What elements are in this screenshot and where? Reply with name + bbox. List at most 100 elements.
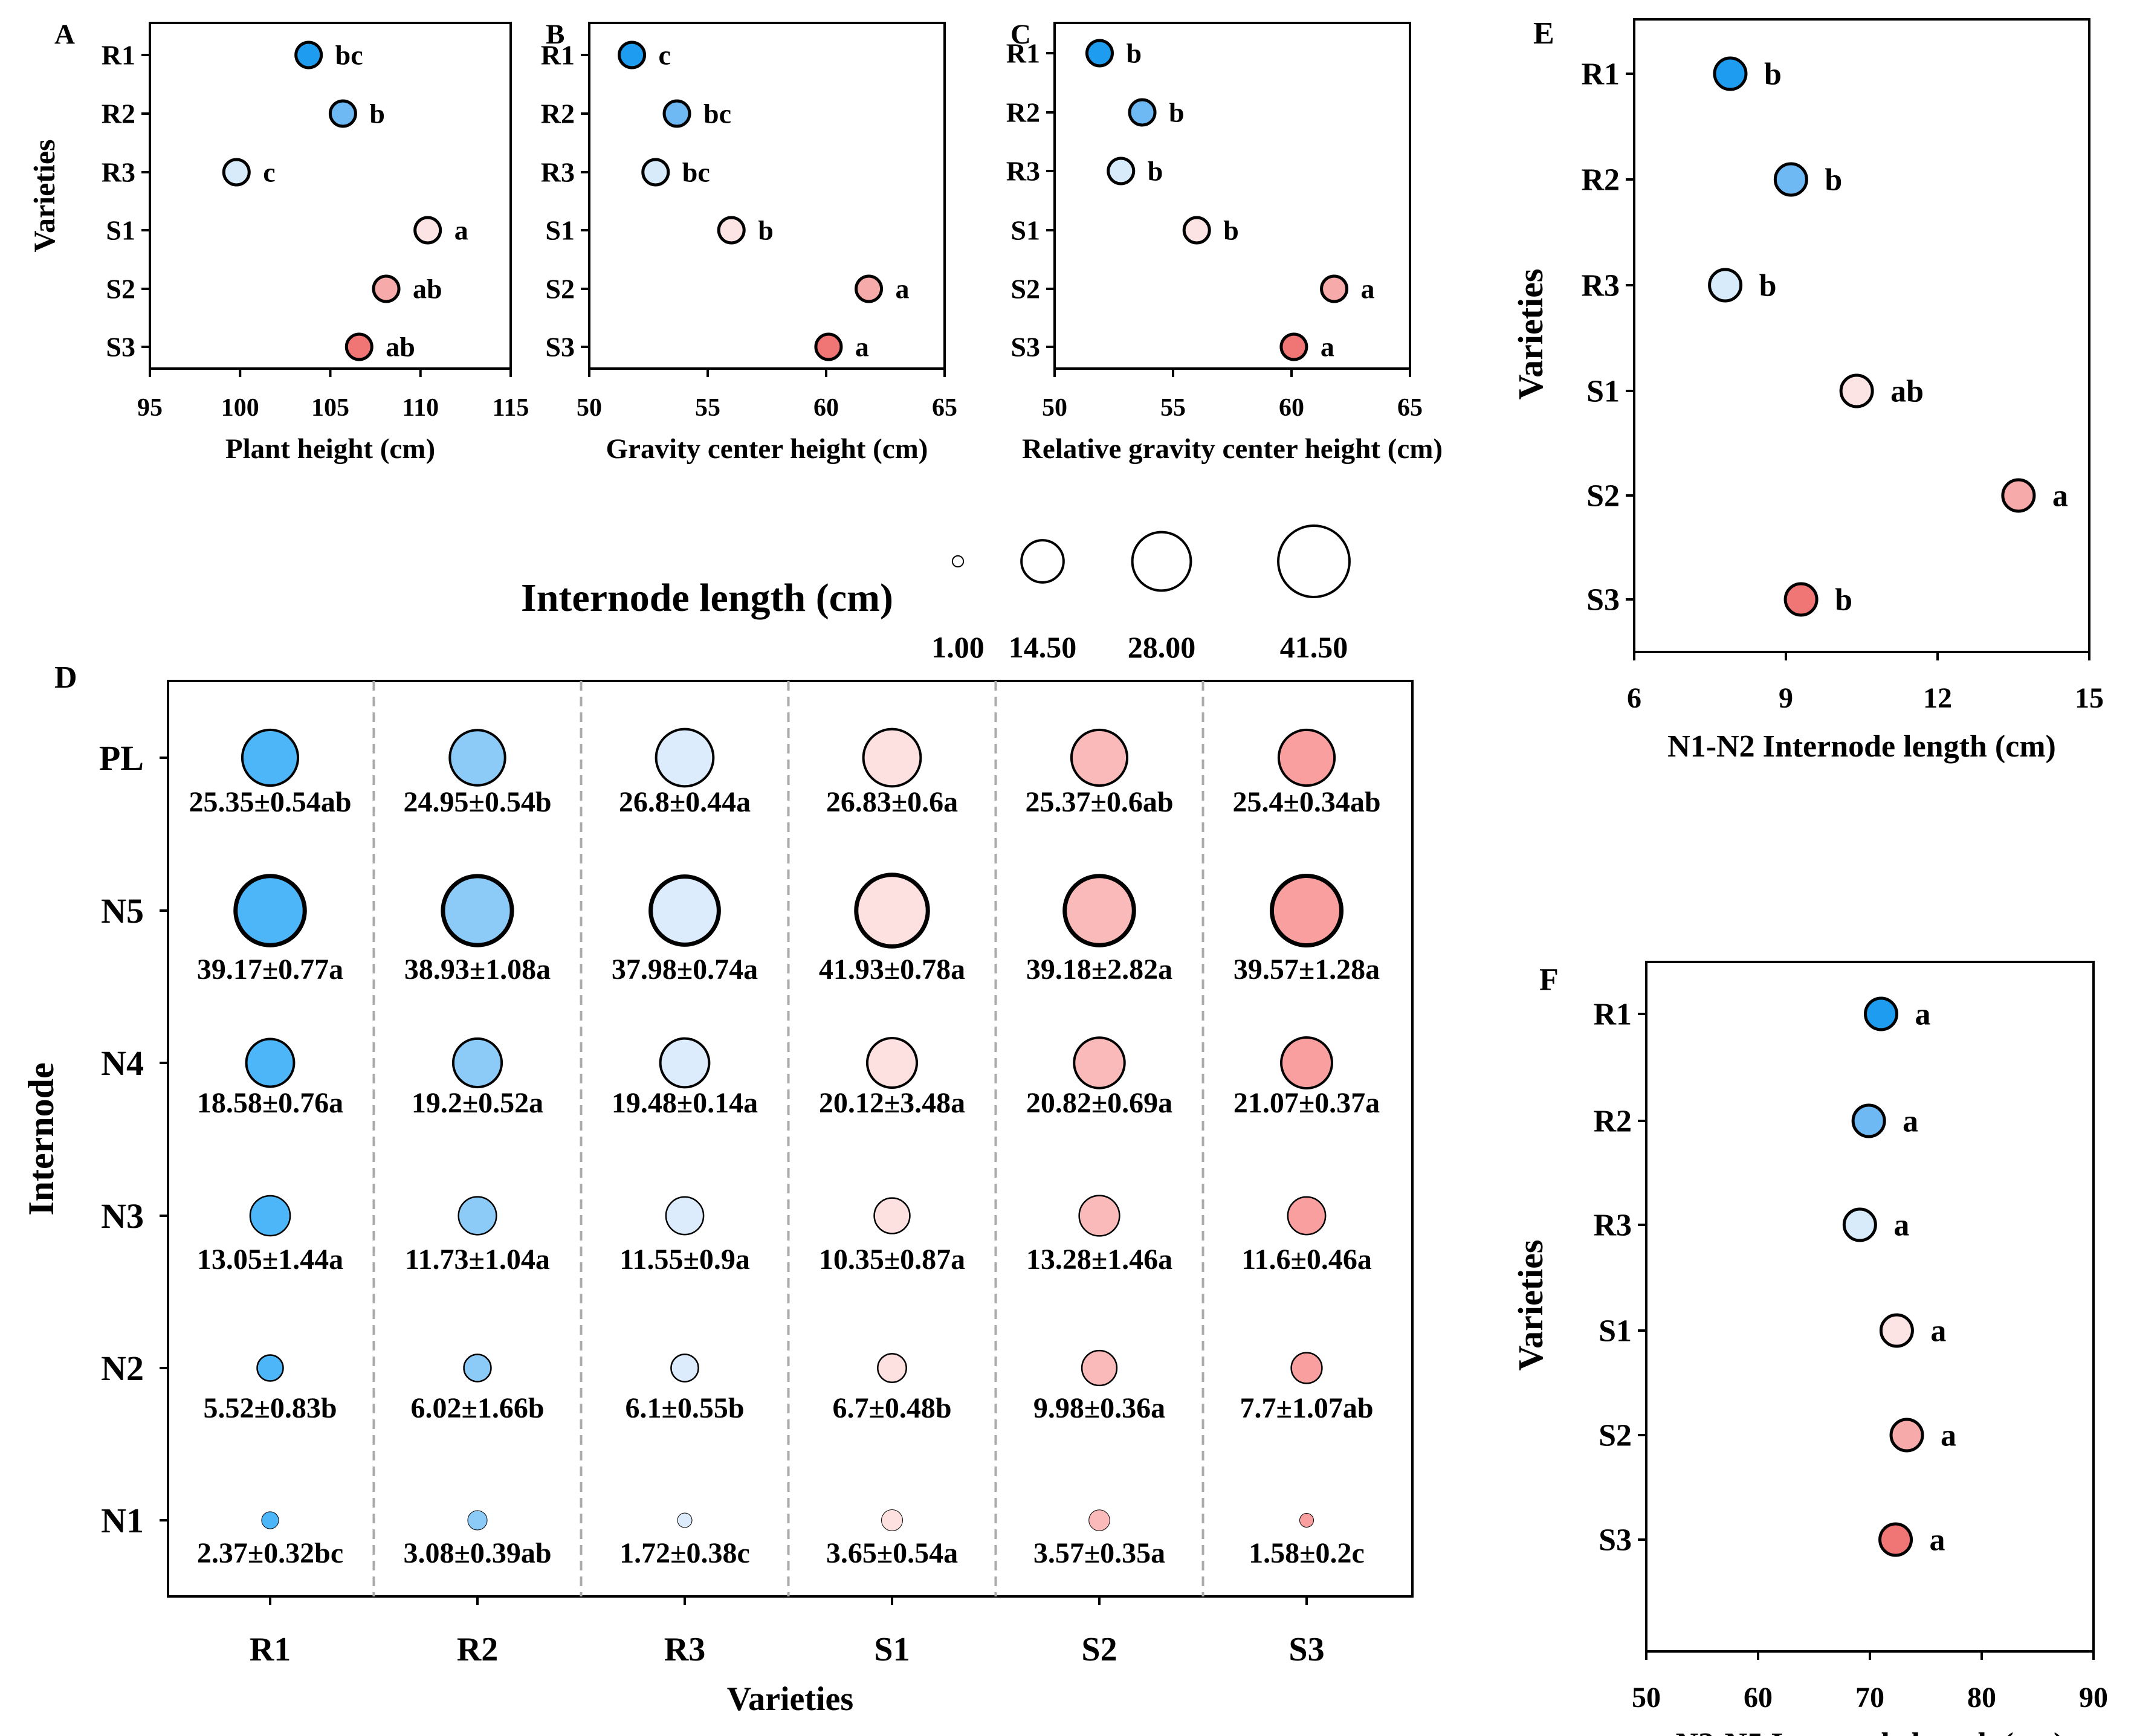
data-point-r2	[662, 99, 691, 128]
data-point-s2	[372, 274, 401, 303]
y-tick-label: R1	[1593, 998, 1632, 1032]
y-tick-label: N2	[101, 1349, 144, 1388]
x-tick-label: 65	[1397, 394, 1423, 422]
bubble-pl-r1	[241, 728, 300, 787]
y-tick-label: R3	[1006, 156, 1040, 187]
panel-c: C 50 55 60 65 Relative gravity center height …	[1006, 19, 1443, 465]
bubble-n2-r1	[256, 1354, 284, 1382]
bubble-pl-r3	[655, 728, 715, 788]
x-tick-label: 100	[221, 394, 259, 422]
bubble-n5-s3	[1269, 873, 1344, 948]
significance-letter: b	[1825, 163, 1842, 198]
bubble-pl-s1	[862, 728, 922, 788]
bubble-value-label: 21.07±0.37a	[1234, 1087, 1380, 1119]
y-tick-label: R1	[1006, 38, 1040, 69]
bubble-value-label: 2.37±0.32bc	[197, 1537, 343, 1569]
bubble-value-label: 37.98±0.74a	[612, 954, 758, 986]
data-point-s2	[1320, 274, 1349, 303]
bubble-value-label: 11.73±1.04a	[405, 1244, 550, 1276]
bubble-n4-r2	[451, 1037, 503, 1089]
bubble-n5-r1	[233, 874, 307, 947]
significance-letter: b	[1126, 38, 1142, 69]
x-tick-label: 70	[1855, 1682, 1884, 1714]
data-point-r3	[1842, 1207, 1877, 1242]
plot-frame	[1633, 18, 2090, 653]
data-point-r1	[1085, 39, 1114, 68]
bubble-n3-r1	[249, 1195, 291, 1237]
x-tick-label: 9	[1779, 682, 1793, 714]
y-tick-label: S2	[545, 274, 575, 305]
bubble-value-label: 26.8±0.44a	[619, 786, 751, 818]
bubble-n5-s1	[854, 873, 930, 949]
x-axis-title: N3-N5 Internode length (cm)	[1676, 1727, 2064, 1736]
bubble-value-label: 7.7±1.07ab	[1240, 1392, 1373, 1424]
bubble-legend: Internode length (cm) 1.00 14.50 28.00 41.50	[521, 524, 1351, 664]
bubble-n3-r2	[458, 1196, 497, 1236]
x-tick-label: 60	[813, 394, 839, 422]
data-point-r3	[641, 158, 670, 187]
significance-letter: ab	[1890, 375, 1924, 409]
legend-label: 41.50	[1280, 630, 1348, 664]
y-tick-label: S1	[545, 215, 575, 246]
panel-d: D PL N5 N4 N3 N2 N1 R1 25.35±0.54ab 39.17±0.77a 18…	[21, 660, 1414, 1718]
y-tick-label: R1	[1581, 57, 1620, 92]
significance-letter: bc	[703, 98, 731, 129]
data-point-r3	[1708, 268, 1743, 303]
y-tick-label: N4	[101, 1044, 144, 1083]
bubble-n4-s3	[1279, 1036, 1334, 1090]
data-point-s1	[1839, 373, 1874, 408]
y-tick-label: R2	[1006, 97, 1040, 128]
bubble-value-label: 20.82±0.69a	[1026, 1087, 1172, 1119]
legend-bubble	[1020, 539, 1065, 584]
bubble-value-label: 11.55±0.9a	[619, 1244, 750, 1276]
data-point-s1	[717, 216, 746, 245]
significance-letter: b	[1148, 156, 1163, 187]
significance-letter: a	[1321, 332, 1334, 363]
bubble-n4-s1	[865, 1036, 919, 1089]
significance-letter: b	[369, 98, 385, 129]
bubble-pl-s2	[1070, 728, 1129, 787]
x-axis-title: Gravity center height (cm)	[606, 433, 928, 465]
y-tick-label: PL	[99, 738, 144, 778]
bubble-value-label: 39.18±2.82a	[1026, 954, 1172, 986]
bubble-n3-s3	[1287, 1196, 1327, 1236]
x-tick-label: 90	[2079, 1682, 2108, 1714]
x-tick-label: R1	[250, 1631, 291, 1668]
bubble-value-label: 1.72±0.38c	[619, 1537, 750, 1569]
bubble-value-label: 6.02±1.66b	[410, 1392, 544, 1424]
bubble-value-label: 26.83±0.6a	[826, 786, 958, 818]
bubble-value-label: 6.7±0.48b	[832, 1392, 951, 1424]
x-tick-label: R3	[664, 1631, 705, 1668]
data-point-s2	[855, 274, 884, 303]
x-tick-label: 60	[1744, 1682, 1773, 1714]
y-tick-label: S2	[1010, 274, 1040, 305]
significance-letter: ab	[413, 274, 442, 305]
data-point-s3	[1783, 582, 1819, 617]
y-axis-title: Internode	[21, 1062, 61, 1215]
bubble-value-label: 24.95±0.54b	[403, 786, 551, 818]
bubble-n1-s1	[881, 1509, 903, 1531]
y-axis-title: Varieties	[1511, 269, 1550, 400]
y-tick-label: S3	[1586, 583, 1620, 618]
x-tick-label: 105	[311, 394, 349, 422]
bubble-n2-s3	[1290, 1352, 1323, 1384]
y-tick-label: N3	[101, 1196, 144, 1236]
data-point-r1	[1864, 996, 1898, 1031]
data-point-s1	[1182, 216, 1211, 245]
legend-label: 1.00	[931, 630, 985, 664]
legend-title: Internode length (cm)	[521, 576, 893, 620]
significance-letter: c	[659, 40, 671, 71]
significance-letter: a	[896, 274, 910, 305]
y-tick-label: R3	[1593, 1208, 1632, 1243]
panel-label: B	[546, 19, 564, 50]
y-tick-label: R2	[102, 98, 135, 129]
plot-frame	[149, 22, 512, 370]
y-tick-label: S3	[1599, 1523, 1632, 1558]
panel-label: E	[1533, 16, 1554, 51]
bubble-n1-s2	[1088, 1509, 1110, 1531]
bubble-value-label: 1.58±0.2c	[1249, 1537, 1365, 1569]
x-axis-title: N1-N2 Internode length (cm)	[1667, 729, 2056, 764]
y-axis-title: Varieties	[1511, 1240, 1550, 1371]
